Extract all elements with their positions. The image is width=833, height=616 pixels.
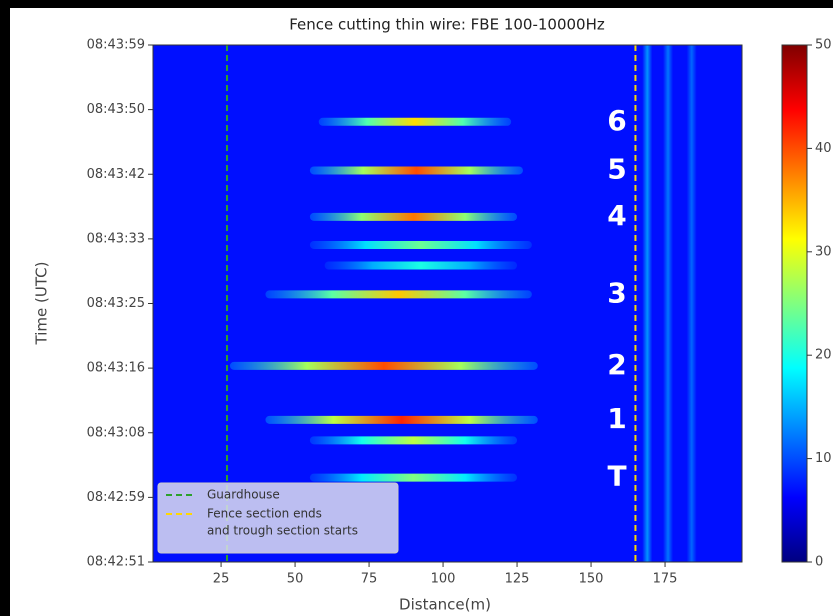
colorbar-tick-label: 40 bbox=[815, 141, 832, 156]
x-axis-label: Distance(m) bbox=[399, 596, 491, 614]
y-tick-label: 08:43:42 bbox=[87, 167, 145, 182]
x-tick-label: 150 bbox=[579, 572, 604, 587]
event-band bbox=[309, 436, 518, 445]
x-tick-label: 100 bbox=[431, 572, 456, 587]
x-tick-label: 75 bbox=[361, 572, 378, 587]
x-tick-label: 175 bbox=[653, 572, 678, 587]
event-label: 2 bbox=[607, 348, 626, 381]
chart-title: Fence cutting thin wire: FBE 100-10000Hz bbox=[289, 16, 605, 34]
x-tick-label: 125 bbox=[505, 572, 530, 587]
y-tick-label: 08:43:25 bbox=[87, 296, 145, 311]
y-tick-label: 08:42:59 bbox=[87, 490, 145, 505]
colorbar-tick-label: 10 bbox=[815, 451, 832, 466]
event-band bbox=[309, 473, 518, 482]
event-band bbox=[309, 240, 532, 249]
event-label: 1 bbox=[607, 402, 626, 435]
y-tick-label: 08:42:51 bbox=[87, 555, 145, 570]
colorbar-tick-label: 20 bbox=[815, 348, 832, 363]
event-label: 5 bbox=[607, 152, 626, 185]
event-band bbox=[265, 290, 532, 299]
event-label: 3 bbox=[607, 276, 626, 309]
x-tick-label: 25 bbox=[213, 572, 230, 587]
event-label: 6 bbox=[607, 104, 626, 137]
streak bbox=[663, 45, 674, 562]
legend-label: and trough section starts bbox=[207, 524, 358, 538]
event-band bbox=[324, 261, 518, 270]
colorbar-tick-label: 50 bbox=[815, 38, 832, 53]
y-axis-label: Time (UTC) bbox=[33, 262, 51, 346]
event-band bbox=[229, 361, 538, 370]
y-tick-label: 08:43:33 bbox=[87, 231, 145, 246]
x-tick-label: 50 bbox=[287, 572, 304, 587]
colorbar bbox=[781, 44, 808, 563]
event-band bbox=[265, 415, 538, 424]
y-tick-label: 08:43:16 bbox=[87, 361, 145, 376]
event-band bbox=[309, 212, 518, 221]
streak bbox=[642, 45, 653, 562]
event-label: 4 bbox=[607, 199, 626, 232]
y-tick-label: 08:43:50 bbox=[87, 102, 145, 117]
y-tick-label: 08:43:59 bbox=[87, 38, 145, 53]
colorbar-tick-label: 30 bbox=[815, 244, 832, 259]
legend-label: Fence section ends bbox=[207, 507, 322, 521]
legend bbox=[157, 482, 399, 554]
streak bbox=[686, 45, 697, 562]
event-label: T bbox=[607, 460, 626, 493]
event-band bbox=[318, 117, 512, 126]
legend-label: Guardhouse bbox=[207, 488, 280, 502]
y-tick-label: 08:43:08 bbox=[87, 425, 145, 440]
colorbar-tick-label: 0 bbox=[815, 555, 823, 570]
event-band bbox=[309, 166, 523, 175]
